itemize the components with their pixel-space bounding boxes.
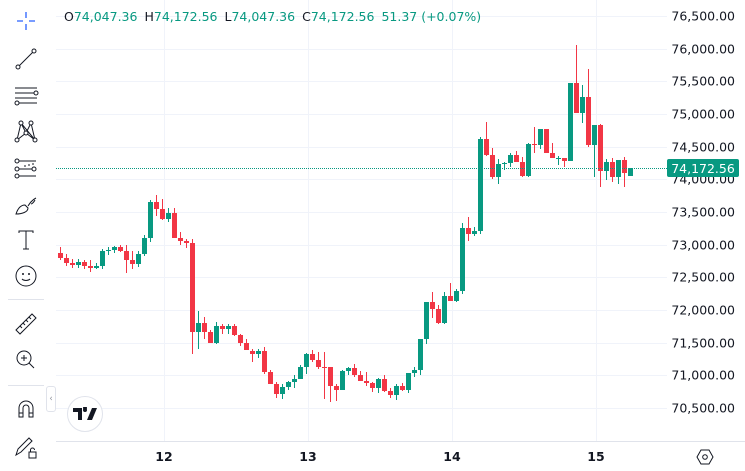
price-label: 73,000.00 — [671, 237, 735, 253]
price-axis[interactable]: 76,500.00 76,000.00 75,500.00 75,000.00 74,5… — [667, 0, 745, 441]
price-label: 73,500.00 — [671, 204, 735, 220]
pattern-tool-button[interactable] — [8, 116, 44, 146]
grid-line-horizontal — [56, 179, 667, 181]
grid-line-horizontal — [56, 114, 667, 115]
lock-drawings-button[interactable] — [8, 432, 44, 462]
text-tool-button[interactable] — [8, 225, 44, 255]
forecasting-icon — [14, 158, 37, 179]
crosshair-tool-button[interactable] — [8, 6, 44, 36]
toolbar-divider — [8, 385, 44, 386]
grid-line-horizontal — [56, 16, 667, 17]
chart-pane[interactable] — [56, 0, 667, 441]
close-value: 74,172.56 — [310, 9, 375, 24]
time-axis[interactable]: 12 13 14 15 — [56, 441, 667, 471]
price-label: 72,500.00 — [671, 269, 735, 285]
price-label: 71,500.00 — [671, 335, 735, 351]
ruler-icon — [15, 313, 37, 335]
close-key: C — [302, 9, 311, 24]
toolbar-collapse-button[interactable]: ‹ — [46, 386, 56, 412]
grid-line-vertical — [452, 0, 453, 441]
tradingview-logo-icon — [73, 407, 97, 420]
zoom-in-tool-button[interactable] — [8, 345, 44, 375]
price-label: 72,000.00 — [671, 302, 735, 318]
low-value: 74,047.36 — [231, 9, 296, 24]
price-label: 75,500.00 — [671, 73, 735, 89]
open-key: O — [64, 9, 74, 24]
price-label: 75,000.00 — [671, 106, 735, 122]
text-icon — [18, 230, 34, 250]
crosshair-icon — [17, 12, 35, 30]
trend-line-tool-button[interactable] — [8, 44, 44, 74]
grid-line-horizontal — [56, 277, 667, 279]
magnet-icon — [18, 400, 34, 418]
emoji-icon — [15, 265, 37, 287]
tradingview-logo[interactable] — [67, 396, 103, 432]
time-label: 14 — [443, 449, 461, 464]
grid-line-horizontal — [56, 81, 667, 83]
fib-retracement-icon — [14, 87, 39, 106]
drawing-toolbar: ‹ — [0, 0, 56, 470]
axis-corner — [667, 441, 745, 471]
time-label: 12 — [155, 449, 173, 464]
measure-tool-button[interactable] — [8, 309, 44, 339]
grid-line-vertical — [164, 0, 165, 441]
trend-line-icon — [15, 48, 37, 70]
brush-icon — [15, 197, 37, 215]
grid-line-vertical — [308, 0, 309, 441]
pencil-lock-icon — [15, 437, 37, 459]
low-key: L — [224, 9, 232, 24]
last-price-tag: 74,172.56 — [667, 159, 739, 178]
price-label: 76,000.00 — [671, 41, 735, 57]
grid-line-horizontal — [56, 48, 667, 50]
xabcd-pattern-icon — [14, 120, 38, 143]
price-label: 70,500.00 — [671, 400, 735, 416]
fib-retracement-tool-button[interactable] — [8, 80, 44, 110]
last-price-line — [56, 168, 667, 170]
grid-line-vertical — [596, 0, 597, 441]
grid-line-horizontal — [56, 408, 667, 409]
ohlc-legend: O 74,047.36 H 74,172.56 L 74,047.36 C 74… — [64, 9, 488, 24]
settings-icon[interactable] — [696, 448, 714, 466]
change-value: 51.37 (+0.07%) — [381, 9, 482, 24]
magnet-tool-button[interactable] — [8, 394, 44, 424]
grid-line-horizontal — [56, 244, 667, 246]
grid-line-horizontal — [56, 342, 667, 344]
price-label: 76,500.00 — [671, 8, 735, 24]
brush-tool-button[interactable] — [8, 190, 44, 220]
forecasting-tool-button[interactable] — [8, 154, 44, 184]
grid-line-horizontal — [56, 310, 667, 311]
zoom-in-icon — [16, 350, 35, 369]
price-label: 71,000.00 — [671, 367, 735, 383]
emoji-tool-button[interactable] — [8, 261, 44, 291]
open-value: 74,047.36 — [73, 9, 138, 24]
time-label: 13 — [299, 449, 317, 464]
grid-line-horizontal — [56, 146, 667, 148]
toolbar-divider — [8, 299, 44, 300]
high-value: 74,172.56 — [153, 9, 218, 24]
grid-line-horizontal — [56, 212, 667, 213]
time-label: 15 — [587, 449, 605, 464]
high-key: H — [144, 9, 154, 24]
price-label: 74,500.00 — [671, 139, 735, 155]
